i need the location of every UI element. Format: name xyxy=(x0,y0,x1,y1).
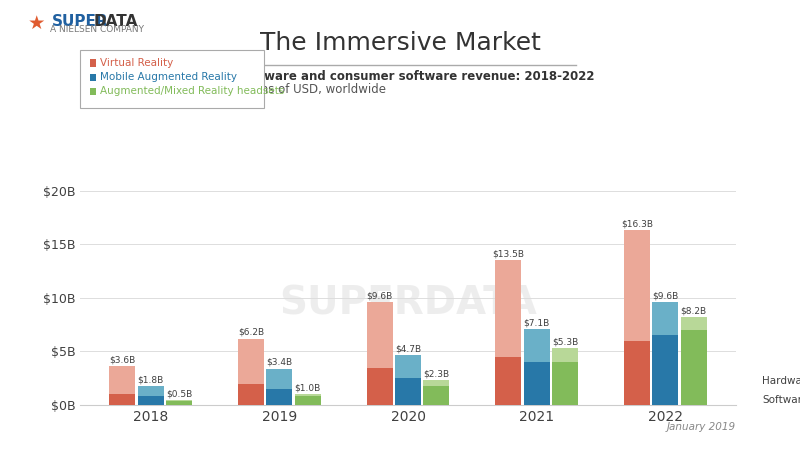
Bar xyxy=(238,338,264,383)
Bar xyxy=(495,357,522,405)
Bar xyxy=(366,302,393,368)
Bar xyxy=(495,261,522,357)
Bar xyxy=(110,366,135,394)
Text: Billions of USD, worldwide: Billions of USD, worldwide xyxy=(232,83,386,96)
Text: $9.6B: $9.6B xyxy=(366,292,393,301)
Bar xyxy=(423,380,450,386)
Bar xyxy=(138,386,164,396)
Text: Hardware: Hardware xyxy=(762,377,800,387)
Text: $6.2B: $6.2B xyxy=(238,328,264,337)
Text: $1.8B: $1.8B xyxy=(138,375,164,384)
Bar xyxy=(395,355,421,378)
Bar xyxy=(366,368,393,405)
Text: $1.0B: $1.0B xyxy=(294,384,321,393)
Text: Augmented/Mixed Reality headsets: Augmented/Mixed Reality headsets xyxy=(100,86,284,96)
Bar xyxy=(524,329,550,362)
Text: $13.5B: $13.5B xyxy=(492,250,524,259)
Bar xyxy=(681,330,706,405)
Text: $3.6B: $3.6B xyxy=(110,356,135,365)
Bar xyxy=(681,317,706,330)
Bar xyxy=(138,396,164,405)
Bar xyxy=(395,378,421,405)
Text: $3.4B: $3.4B xyxy=(266,358,293,367)
Bar xyxy=(524,362,550,405)
Text: Software: Software xyxy=(762,395,800,405)
Bar xyxy=(624,341,650,405)
Text: $8.2B: $8.2B xyxy=(681,306,706,315)
Bar xyxy=(294,396,321,405)
Text: $4.7B: $4.7B xyxy=(395,344,421,353)
Text: Virtual Reality: Virtual Reality xyxy=(100,58,174,68)
Bar xyxy=(652,335,678,405)
Bar xyxy=(266,389,292,405)
Text: $2.3B: $2.3B xyxy=(423,370,450,379)
Text: Mobile Augmented Reality: Mobile Augmented Reality xyxy=(100,72,237,82)
Text: ★: ★ xyxy=(28,14,46,32)
Text: $9.6B: $9.6B xyxy=(652,292,678,301)
Text: SUPER: SUPER xyxy=(52,14,109,28)
Text: January 2019: January 2019 xyxy=(667,422,736,432)
Text: Hardware and consumer software revenue: 2018-2022: Hardware and consumer software revenue: … xyxy=(232,70,594,83)
Bar xyxy=(624,230,650,341)
Bar xyxy=(552,348,578,362)
Bar xyxy=(266,369,292,389)
Bar xyxy=(238,383,264,405)
Text: $5.3B: $5.3B xyxy=(552,338,578,346)
Text: DATA: DATA xyxy=(94,14,138,28)
Bar xyxy=(294,394,321,396)
Text: A NIELSEN COMPANY: A NIELSEN COMPANY xyxy=(50,25,145,34)
Text: SUPERDATA: SUPERDATA xyxy=(279,285,537,323)
Bar xyxy=(552,362,578,405)
Bar xyxy=(110,394,135,405)
Bar xyxy=(166,400,192,405)
Bar xyxy=(652,302,678,335)
Text: $7.1B: $7.1B xyxy=(523,318,550,327)
Bar xyxy=(423,386,450,405)
Text: $0.5B: $0.5B xyxy=(166,389,192,398)
Text: $16.3B: $16.3B xyxy=(621,220,653,229)
Text: The Immersive Market: The Immersive Market xyxy=(259,32,541,55)
